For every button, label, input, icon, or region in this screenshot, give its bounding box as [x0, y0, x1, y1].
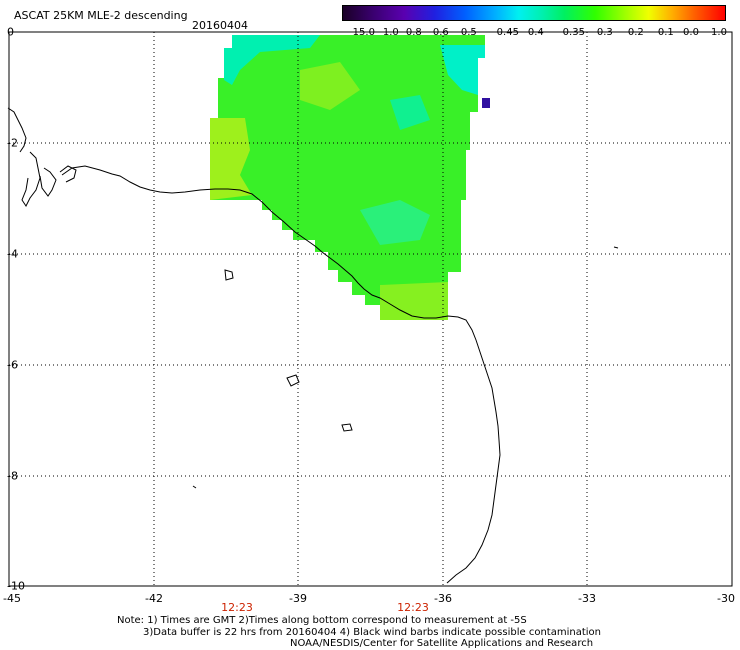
coast-island-3 — [59, 165, 77, 183]
swath-teal-patch-2 — [390, 95, 430, 130]
island-a — [224, 269, 234, 281]
island-c — [341, 423, 353, 432]
grid — [9, 32, 732, 586]
chart-title: ASCAT 25KM MLE-2 descending — [14, 9, 188, 22]
data-swath — [210, 35, 490, 320]
x-tick-label: -42 — [145, 592, 163, 605]
x-tick-label: -33 — [578, 592, 596, 605]
swath-yellowgreen-west — [210, 118, 252, 200]
footnote-line-1: Note: 1) Times are GMT 2)Times along bot… — [117, 615, 527, 626]
y-tick-label: -10 — [7, 579, 25, 593]
time-label: 12:23 — [221, 601, 253, 614]
swath-cyan-northeast — [440, 45, 485, 95]
swath-yellowgreen-south — [380, 282, 448, 320]
colorbar — [342, 5, 726, 21]
speck-south — [192, 485, 197, 489]
coast-island-north — [7, 107, 27, 153]
swath-yellowgreen-north — [300, 62, 360, 110]
time-label: 12:23 — [397, 601, 429, 614]
coast-island-2 — [39, 167, 57, 197]
x-tick-label: -30 — [717, 592, 735, 605]
chart-date: 20160404 — [192, 19, 248, 32]
footnote-line-2: 3)Data buffer is 22 hrs from 20160404 4)… — [143, 627, 601, 638]
y-tick-label: -2 — [7, 136, 18, 150]
coast-marajo — [21, 151, 41, 207]
swath-blue-pixel — [482, 98, 490, 108]
speck-east — [613, 246, 619, 249]
coastline-main — [61, 165, 501, 584]
island-b — [286, 374, 300, 387]
x-tick-label: -36 — [434, 592, 452, 605]
footnote-line-3: NOAA/NESDIS/Center for Satellite Applica… — [290, 638, 594, 649]
x-tick-label: -39 — [289, 592, 307, 605]
y-tick-label: 0 — [7, 25, 14, 39]
plot-frame — [8, 31, 733, 587]
y-tick-label: -8 — [7, 469, 18, 483]
y-tick-label: -6 — [7, 358, 18, 372]
x-tick-label: -45 — [3, 592, 21, 605]
swath-teal-patch — [360, 200, 430, 245]
coastline — [7, 107, 619, 584]
y-tick-label: -4 — [7, 247, 18, 261]
swath-cyan-northwest — [224, 35, 320, 85]
